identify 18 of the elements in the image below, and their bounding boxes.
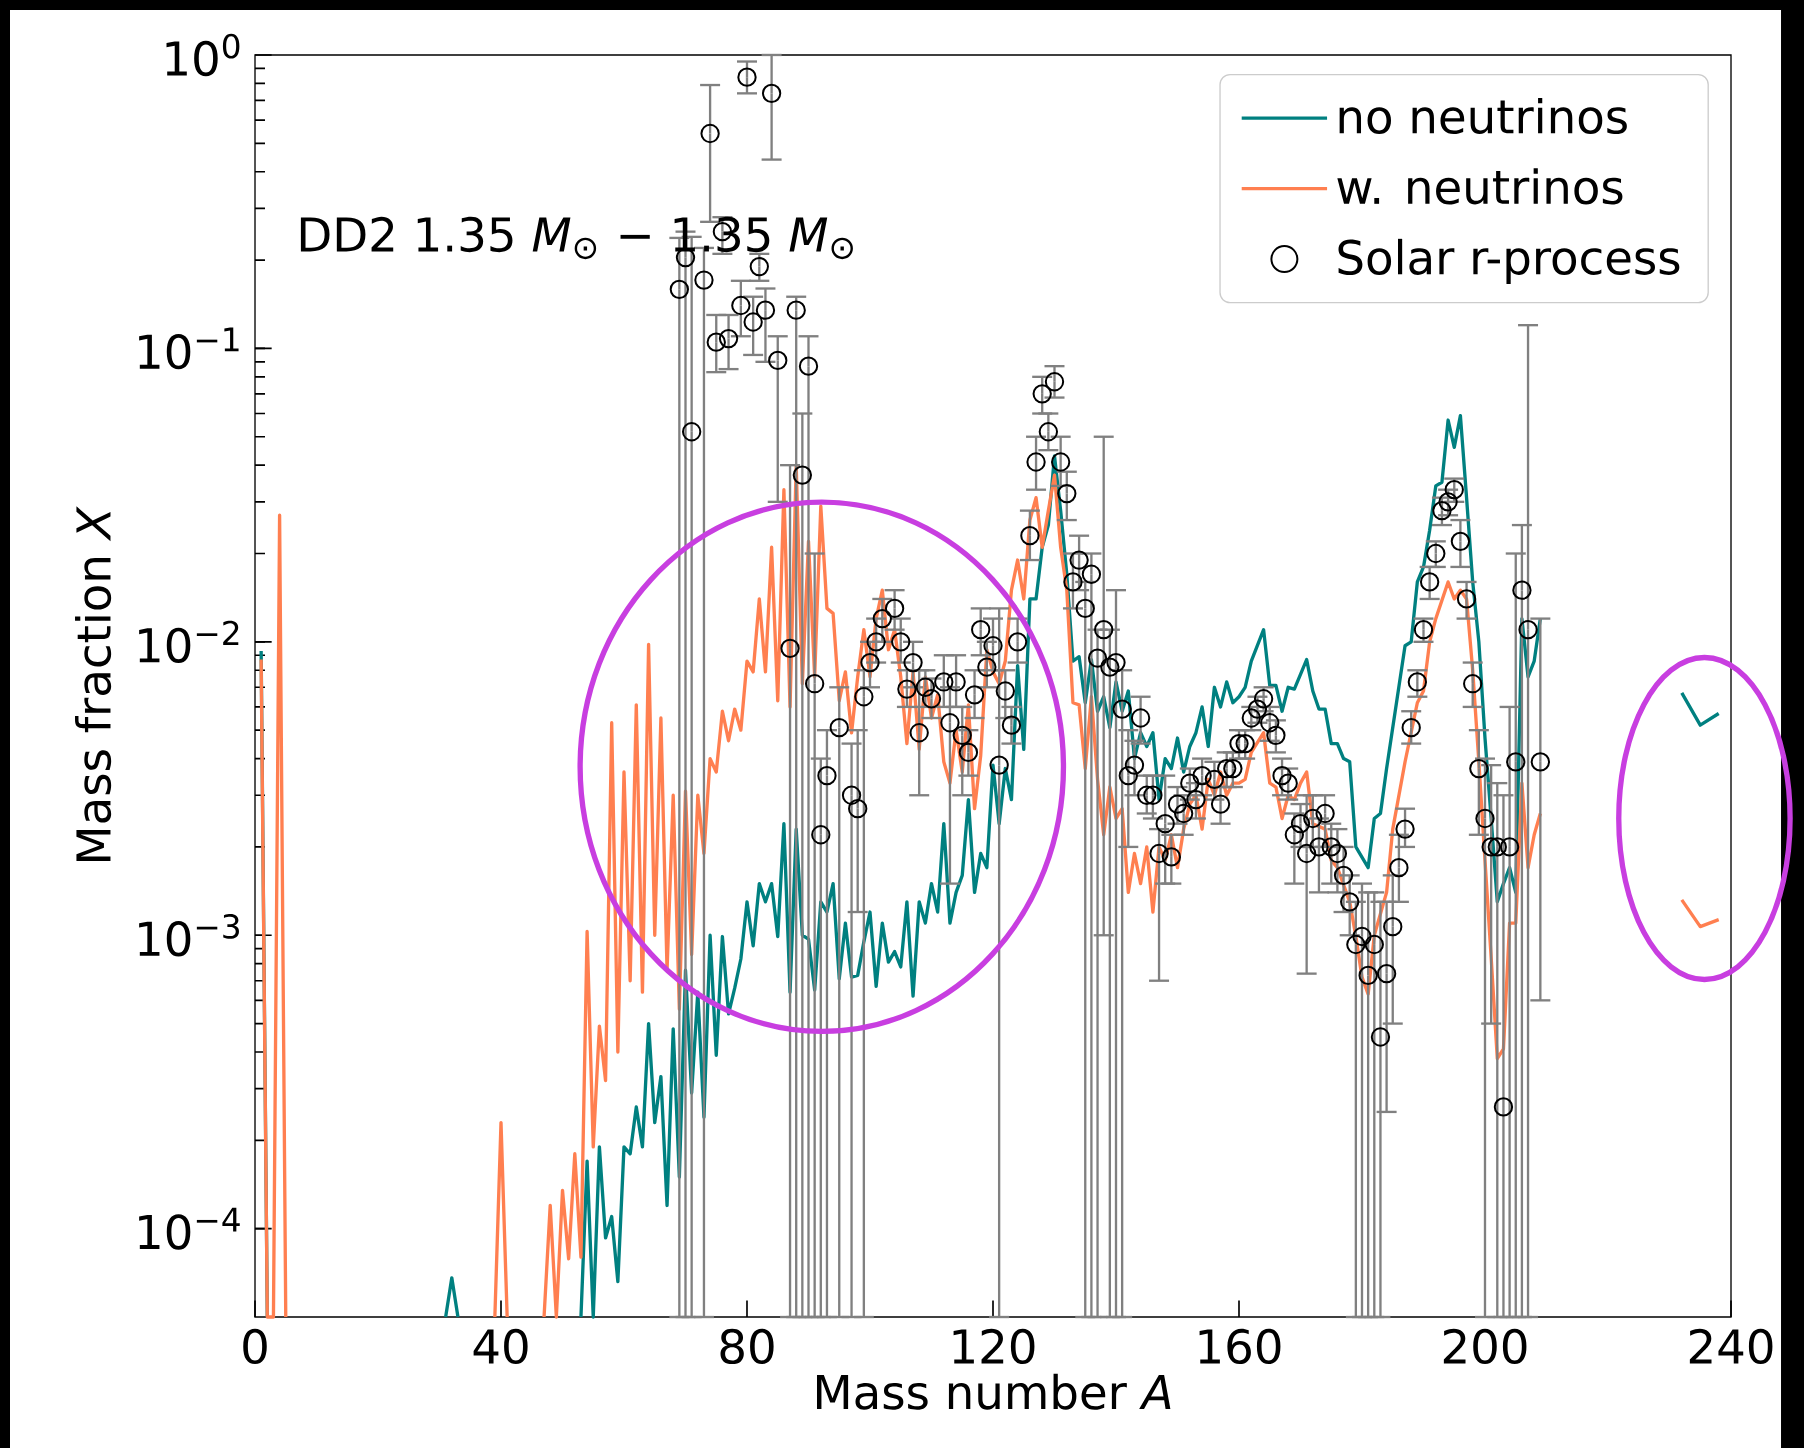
y-tick-label: 10$^{−3}$ xyxy=(139,914,239,957)
x-tick-label: 120 xyxy=(953,1328,1035,1365)
x-tick-label: 240 xyxy=(1689,1328,1773,1365)
y-tick-label: 10$^{−4}$ xyxy=(139,1207,240,1250)
x-tick-label: 0 xyxy=(243,1328,267,1365)
legend-label: w. neutrinos xyxy=(1337,168,1623,205)
x-tick-label: 80 xyxy=(720,1328,774,1365)
y-axis-title: Mass fraction X xyxy=(75,506,112,862)
y-tick-label: 10$^{0}$ xyxy=(166,33,240,77)
x-tick-label: 200 xyxy=(1443,1328,1527,1365)
x-tick-label: 40 xyxy=(473,1328,528,1365)
legend-label: no neutrinos xyxy=(1339,97,1627,135)
y-tick-label: 10$^{−2}$ xyxy=(139,620,239,664)
y-tick-label: 10$^{−1}$ xyxy=(139,327,239,370)
legend-label: Solar r-process xyxy=(1338,238,1680,284)
annotation: DD2 1.35 M$_{⊙}$ − 1.35 M$_{⊙}$ xyxy=(300,216,853,260)
x-axis-title: Mass number A xyxy=(816,1373,1171,1410)
x-tick-label: 160 xyxy=(1199,1328,1281,1365)
